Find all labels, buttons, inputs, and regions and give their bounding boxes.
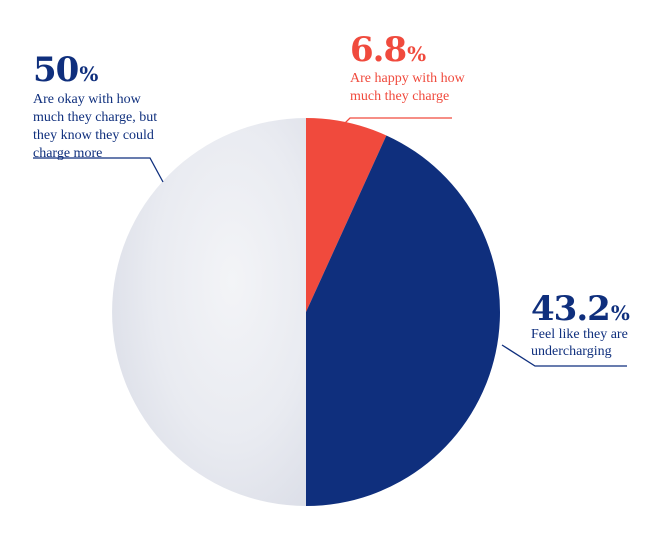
label-undercharging-value: 43.2% xyxy=(531,289,630,329)
label-okay: 50% Are okay with how much they charge, bu… xyxy=(33,50,164,183)
label-happy-value: 6.8% xyxy=(350,30,426,70)
label-happy-description-line: Are happy with how xyxy=(350,71,466,86)
label-undercharging: 43.2%Feel like they are undercharging xyxy=(501,289,630,367)
pie-slice-happy xyxy=(306,118,387,312)
label-undercharging-leader-line xyxy=(501,344,627,367)
label-undercharging-description-line: Feel like they are xyxy=(531,327,628,342)
label-okay-description-line: much they charge, but xyxy=(33,110,157,125)
pie-slices xyxy=(112,118,500,506)
pie-slice-okay xyxy=(112,118,306,506)
label-happy-leader-line xyxy=(339,117,452,129)
pie-slice-undercharging xyxy=(306,135,500,506)
label-happy: 6.8%Are happy with how much they charge xyxy=(339,30,466,129)
label-okay-value: 50% xyxy=(33,50,98,90)
label-okay-description-line: charge more xyxy=(33,146,102,161)
pie-callouts: 6.8%Are happy with how much they charge 43… xyxy=(33,30,630,367)
label-happy-description-line: much they charge xyxy=(350,89,449,104)
label-undercharging-description-line: undercharging xyxy=(531,344,612,359)
label-okay-leader-line xyxy=(33,157,164,183)
label-okay-description-line: they know they could xyxy=(33,128,154,143)
label-okay-description-line: Are okay with how xyxy=(33,92,142,107)
